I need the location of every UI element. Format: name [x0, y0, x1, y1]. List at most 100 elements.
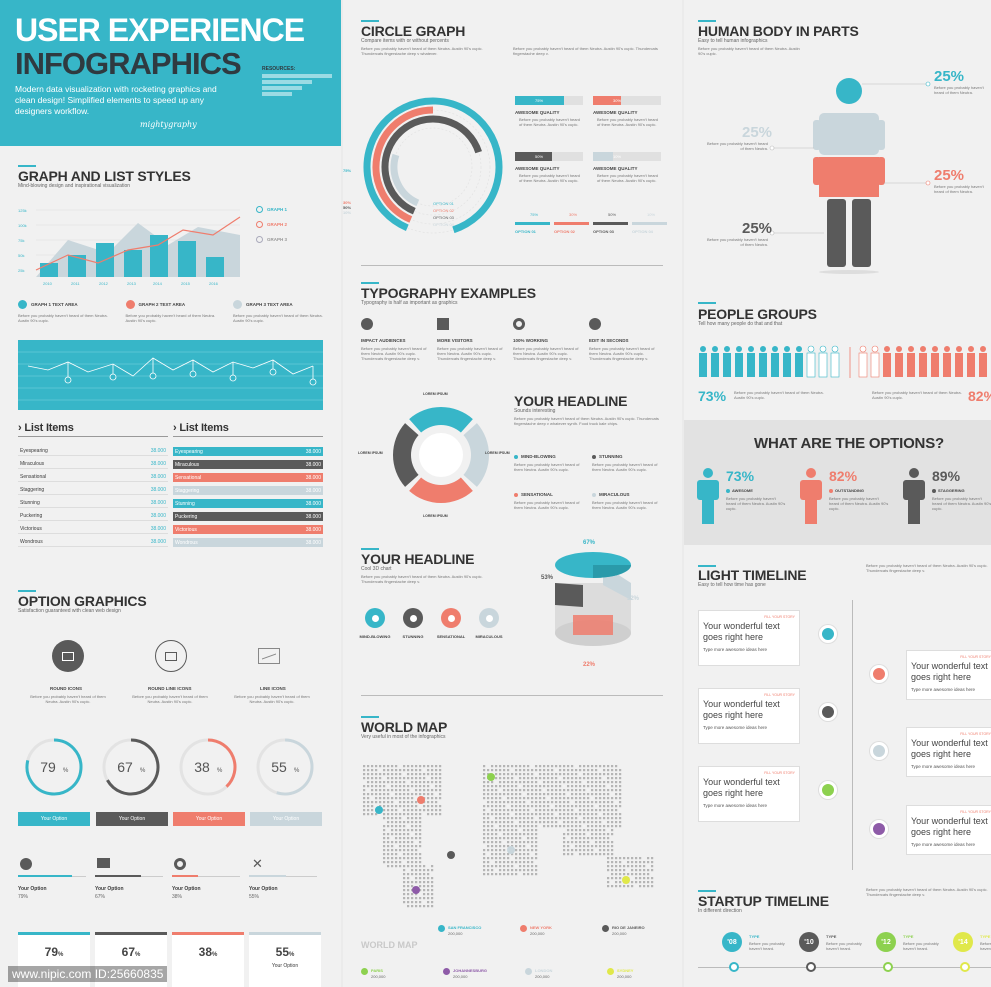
body-head-pct: 25% — [934, 68, 965, 85]
city-dot — [443, 968, 450, 975]
option-label: Your Option — [95, 886, 124, 892]
timeline-node[interactable] — [819, 703, 837, 721]
quality-label: AWESOME QUALITY — [515, 166, 560, 171]
option-button-2[interactable]: Your Option — [96, 812, 168, 826]
list-item: Puckering 38.000 — [173, 512, 323, 521]
option-button-4[interactable]: Your Option — [250, 812, 322, 826]
person-icon — [830, 352, 840, 378]
timeline-fill-label: FILL YOUR STORY — [764, 693, 795, 697]
timeline-fill-label: FILL YOUR STORY — [764, 771, 795, 775]
map-pin[interactable] — [507, 846, 515, 854]
option-pct: 82% — [829, 468, 858, 484]
person-icon — [735, 353, 743, 377]
list-item: Eyespearing 38.000 — [173, 447, 323, 456]
option-label-row: STAGGERING — [932, 488, 965, 493]
option-graphics-subtitle: Satisfaction guaranteed with clean web d… — [18, 608, 121, 614]
list-item-value: 38.000 — [305, 513, 321, 520]
list-item-label: Puckering — [175, 513, 198, 520]
timeline-node[interactable] — [819, 625, 837, 643]
option-button-3[interactable]: Your Option — [173, 812, 245, 826]
value-card: 79% — [18, 932, 90, 987]
typography-item-label: MORE VISITORS — [437, 338, 473, 343]
option-pct: 30% — [569, 212, 578, 217]
city-name: RIO DE JANEIRO — [612, 925, 645, 930]
world-map-watermark: WORLD MAP — [361, 940, 418, 950]
gear-icon — [513, 318, 525, 330]
list-item-value: 38.000 — [150, 461, 166, 467]
list-item: Victorious 38.000 — [18, 525, 168, 534]
startup-node[interactable]: '08 — [722, 932, 742, 952]
timeline-node[interactable] — [819, 781, 837, 799]
person-icon — [699, 353, 707, 377]
ring-unit: % — [63, 768, 69, 774]
option-bar — [515, 222, 550, 225]
ring-unit: % — [140, 768, 146, 774]
timeline-node[interactable] — [870, 665, 888, 683]
round-line-icons-label: ROUND LINE ICONS — [148, 686, 192, 691]
map-pin[interactable] — [375, 806, 383, 814]
option-bar — [593, 222, 628, 225]
person-icon — [783, 353, 791, 377]
bar-line-chart: 125k 100k 75k 50k 25k 2010 2011 2012 2013 2014 20… — [18, 208, 241, 286]
list-item-label: Victorious — [175, 526, 197, 533]
typography-item-label: 100% WORKING — [513, 338, 549, 343]
map-pin[interactable] — [412, 886, 420, 894]
option-pct: 38% — [172, 894, 183, 900]
person-icon — [931, 353, 939, 377]
option-progress: Your Option 55% — [249, 875, 317, 900]
value-card-number: 55 — [275, 945, 289, 959]
map-pin[interactable] — [447, 851, 455, 859]
quality-bar: 30% — [593, 96, 661, 105]
option-button-1[interactable]: Your Option — [18, 812, 90, 826]
list-title-right: › List Items — [173, 422, 229, 434]
tools-icon — [479, 608, 499, 628]
svg-text:2013: 2013 — [127, 281, 137, 286]
headline-2-icon-label: MIRACULOUS — [475, 634, 503, 639]
timeline-fill-label: FILL YOUR STORY — [960, 732, 991, 736]
ring-progress — [25, 738, 83, 796]
typography-subtitle: Typography is half as important as graph… — [361, 300, 458, 306]
list-item-value: 38.000 — [150, 539, 166, 545]
circle-graph-arc — [390, 153, 420, 207]
timeline-card: FILL YOUR STORY Your wonderful text goes … — [906, 727, 991, 777]
list-item-value: 38.000 — [150, 500, 166, 506]
map-pin[interactable] — [417, 796, 425, 804]
startup-type-label: TYPE — [826, 934, 837, 939]
circle-option-label: OPTION 03 — [433, 215, 454, 220]
list-item-label: Miraculous — [20, 461, 45, 467]
feature-item: MIRACULOUS — [592, 492, 630, 497]
list-item: Miraculous 38.000 — [18, 460, 168, 469]
circle-graph-subtitle: Compare items with or without percents — [361, 38, 449, 44]
startup-node[interactable]: '14 — [953, 932, 973, 952]
startup-node[interactable]: '10 — [799, 932, 819, 952]
svg-text:2011: 2011 — [71, 281, 80, 286]
timeline-more: Type more awesome ideas here — [703, 647, 768, 652]
people-pictogram — [699, 345, 987, 378]
city-name: JOHANNESBURG — [453, 968, 488, 973]
feature-label: STUNNING — [599, 454, 623, 459]
option-label: OPTION 01 — [515, 229, 536, 234]
column-left: USER EXPERIENCE INFOGRAPHICS Modern data… — [0, 0, 341, 987]
value-card-unit: % — [289, 952, 295, 958]
timeline-node[interactable] — [870, 820, 888, 838]
quality-label: AWESOME QUALITY — [515, 110, 560, 115]
svg-text:100k: 100k — [18, 223, 27, 228]
option-graphics-title: OPTION GRAPHICS — [18, 593, 147, 609]
map-pin[interactable] — [622, 876, 630, 884]
timeline-node[interactable] — [870, 742, 888, 760]
quality-label: AWESOME QUALITY — [593, 110, 638, 115]
city-value: 200,000 — [617, 974, 632, 979]
circle-option-label: OPTION 02 — [433, 208, 454, 213]
gear-icon — [174, 858, 186, 870]
donut-segment — [463, 423, 489, 487]
list-item: Staggering 38.000 — [18, 486, 168, 495]
map-pin[interactable] — [487, 773, 495, 781]
person-icon — [967, 353, 975, 377]
body-torso-pct: 25% — [742, 124, 773, 141]
startup-node[interactable]: '12 — [876, 932, 896, 952]
option-label: Your Option — [172, 886, 201, 892]
list-item-label: Eyespearing — [20, 448, 48, 454]
legend-item-3: GRAPH 3 — [267, 237, 288, 242]
person-icon — [711, 353, 719, 377]
typography-item-label: IMPACT AUDIENCES — [361, 338, 406, 343]
